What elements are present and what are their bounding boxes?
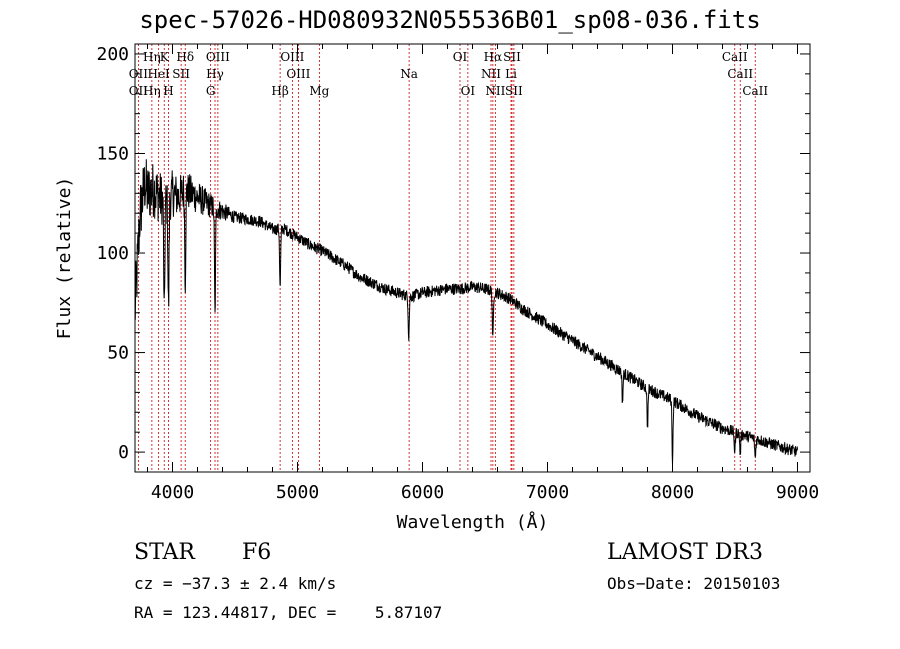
y-tick-label: 150 [96, 143, 129, 164]
emission-line-label: Hη [143, 84, 161, 98]
emission-line-label: NII [485, 84, 505, 98]
emission-line-label: NII [481, 67, 501, 81]
plot-frame [134, 43, 811, 473]
y-tick-label: 0 [118, 442, 129, 463]
y-axis-ticks: 0 50 100 150 200 [96, 44, 810, 463]
emission-line-label: OII [129, 84, 149, 98]
emission-line-label: OI [461, 84, 476, 98]
y-axis-label: Flux (relative) [54, 177, 75, 340]
emission-line-label: Hδ [176, 50, 194, 64]
emission-line-label: SII [172, 67, 190, 81]
x-tick-label: 8000 [651, 482, 694, 503]
emission-line-label: Mg [309, 84, 329, 98]
y-tick-label: 200 [96, 44, 129, 65]
emission-line-label: HeI [147, 67, 170, 81]
observation-date-label: Obs−Date: 20150103 [607, 574, 781, 593]
emission-line-label: Hη [143, 50, 161, 64]
emission-line-label: OIII [206, 50, 230, 64]
emission-line-label: OIII [286, 67, 310, 81]
emission-line-label: Hβ [271, 84, 288, 98]
object-subclass-label: F6 [242, 540, 272, 565]
x-tick-label: 4000 [151, 482, 194, 503]
x-tick-label: 6000 [401, 482, 444, 503]
y-tick-label: 100 [96, 243, 129, 264]
x-axis-label: Wavelength (Å) [397, 511, 549, 533]
emission-line-markers [137, 44, 756, 472]
emission-line-label: CaII [727, 67, 753, 81]
x-tick-label: 7000 [526, 482, 569, 503]
object-class-label: STAR [134, 540, 195, 565]
emission-line-label: Na [400, 67, 418, 81]
emission-line-label: Li [505, 67, 517, 81]
coordinates-label: RA = 123.44817, DEC = 5.87107 [134, 603, 443, 622]
emission-line-label: Hα [484, 50, 503, 64]
x-tick-label: 5000 [276, 482, 319, 503]
x-axis-ticks: 4000 5000 6000 7000 8000 9000 [147, 44, 819, 503]
emission-line-label: Hγ [206, 67, 224, 81]
emission-line-label: G [206, 84, 216, 98]
x-tick-label: 9000 [776, 482, 819, 503]
emission-line-label: SII [503, 50, 521, 64]
emission-line-label: OIII [280, 50, 304, 64]
emission-line-label: CaII [742, 84, 768, 98]
y-tick-label: 50 [107, 343, 129, 364]
emission-line-label: H [163, 84, 173, 98]
spectrum-series-line [134, 159, 798, 465]
emission-line-label: CaII [722, 50, 748, 64]
redshift-velocity-label: cz = −37.3 ± 2.4 km/s [134, 574, 337, 593]
emission-line-label: OI [453, 50, 468, 64]
chart-title: spec-57026-HD080932N055536B01_sp08-036.f… [139, 6, 761, 34]
emission-line-label: K [160, 50, 170, 64]
emission-line-label: SII [505, 84, 523, 98]
survey-label: LAMOST DR3 [607, 540, 763, 565]
